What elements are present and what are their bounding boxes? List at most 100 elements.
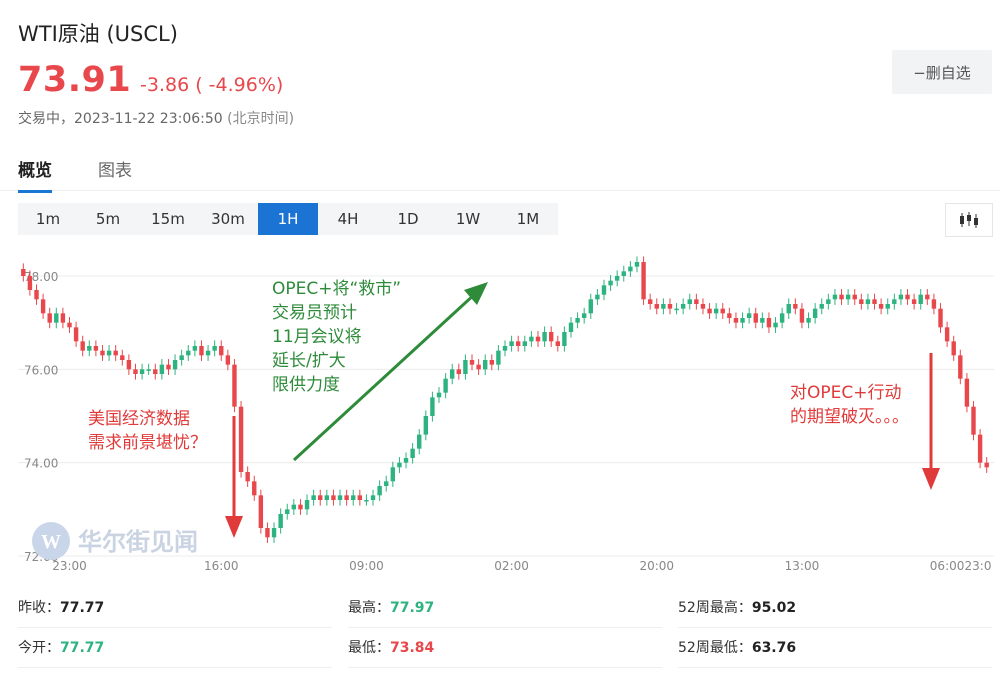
stat-low: 最低：73.84 [348, 628, 662, 668]
stats-row: 今开：77.77 最低：73.84 52周最低：63.76 [18, 628, 994, 668]
candle-body [331, 495, 336, 500]
candle-body [793, 304, 798, 309]
candle-body [153, 369, 158, 374]
remove-watchlist-button[interactable]: −删自选 [892, 50, 992, 94]
range-1w-button[interactable]: 1W [438, 203, 498, 235]
candle-body [522, 341, 527, 346]
candle-body [621, 271, 626, 276]
candle-body [304, 500, 310, 510]
x-tick-label: 20:00 [639, 559, 674, 573]
candle-body [285, 509, 290, 514]
candle-body [456, 369, 462, 374]
candle-body [548, 332, 554, 342]
candle-body [799, 308, 805, 323]
candle-body [746, 313, 752, 318]
candle-body [40, 299, 46, 314]
candle-body [463, 360, 468, 374]
watermark-logo-icon [32, 522, 70, 560]
candle-body [265, 528, 270, 538]
candle-body [377, 486, 382, 496]
candle-body [291, 504, 297, 510]
candle-body [819, 304, 824, 309]
tab-chart[interactable]: 图表 [98, 161, 132, 181]
candle-body [54, 313, 59, 323]
candle-body [872, 299, 877, 304]
candle-body [113, 350, 118, 356]
candle-body [575, 318, 580, 323]
tab-overview[interactable]: 概览 [18, 156, 52, 193]
range-15m-button[interactable]: 15m [138, 203, 198, 235]
stat-52w-low: 52周最低：63.76 [678, 628, 992, 668]
candle-body [27, 276, 33, 290]
candle-body [139, 369, 145, 374]
candle-body [172, 360, 178, 370]
candle-body [832, 294, 838, 300]
candle-body [753, 313, 758, 323]
candle-body [436, 392, 442, 398]
candle-body [918, 294, 923, 304]
candle-body [278, 514, 283, 528]
candle-body [562, 332, 567, 346]
candle-body [958, 355, 963, 379]
range-1d-button[interactable]: 1D [378, 203, 438, 235]
candle-body [654, 304, 659, 309]
candle-body [351, 495, 356, 500]
candle-body [964, 378, 970, 407]
stats-row: 昨收：77.77 最高：77.97 52周最高：95.02 [18, 588, 994, 628]
candle-body [159, 364, 165, 374]
candle-body [601, 285, 607, 295]
candle-body [766, 318, 772, 328]
x-tick-label: 16:00 [204, 559, 239, 573]
candle-body [469, 360, 475, 365]
candle-body [311, 495, 316, 500]
svg-text:W: W [41, 531, 61, 553]
annotation-text: 11月会议将 [272, 327, 362, 347]
tab-bar: 概览 图表 [0, 150, 1000, 193]
x-tick-label: 09:00 [349, 559, 384, 573]
candle-body [713, 308, 719, 314]
candle-body [344, 495, 349, 500]
candle-body [67, 322, 72, 328]
candle-body [852, 294, 857, 300]
range-30m-button[interactable]: 30m [198, 203, 258, 235]
range-1h-button[interactable]: 1H [258, 203, 318, 235]
candle-body [364, 500, 369, 502]
stat-open: 今开：77.77 [18, 628, 332, 668]
watermark: W 华尔街见闻 [32, 522, 198, 560]
candle-body [727, 313, 732, 318]
chart-type-button[interactable] [945, 203, 993, 237]
down-arrow-icon-2 [922, 468, 940, 490]
candle-body [812, 308, 818, 318]
candle-body [423, 416, 429, 435]
candle-body [100, 350, 105, 356]
candle-body [496, 350, 501, 365]
candle-body [271, 528, 277, 538]
y-tick-label: 78.00 [24, 270, 58, 284]
candle-body [384, 481, 389, 486]
candle-body [298, 504, 303, 510]
candle-body [779, 313, 785, 323]
annotation-text: 交易员预计 [272, 303, 357, 323]
x-tick-label: 23:00 [52, 559, 87, 573]
candle-body [588, 299, 593, 314]
candle-body [370, 495, 376, 500]
range-5m-button[interactable]: 5m [78, 203, 138, 235]
candle-body [73, 327, 79, 342]
candle-body [898, 294, 904, 300]
candle-body [595, 294, 600, 300]
candle-body [324, 495, 330, 500]
candle-body [878, 304, 884, 309]
range-4h-button[interactable]: 4H [318, 203, 378, 235]
range-1mo-button[interactable]: 1M [498, 203, 558, 235]
candle-body [806, 318, 811, 323]
range-1m-button[interactable]: 1m [18, 203, 78, 235]
candle-body [199, 346, 204, 356]
candle-body [238, 406, 244, 472]
y-tick-label: 76.00 [24, 363, 58, 377]
x-tick-label: 06:00 [930, 559, 965, 573]
candle-body [859, 299, 864, 304]
candle-body [951, 341, 956, 356]
